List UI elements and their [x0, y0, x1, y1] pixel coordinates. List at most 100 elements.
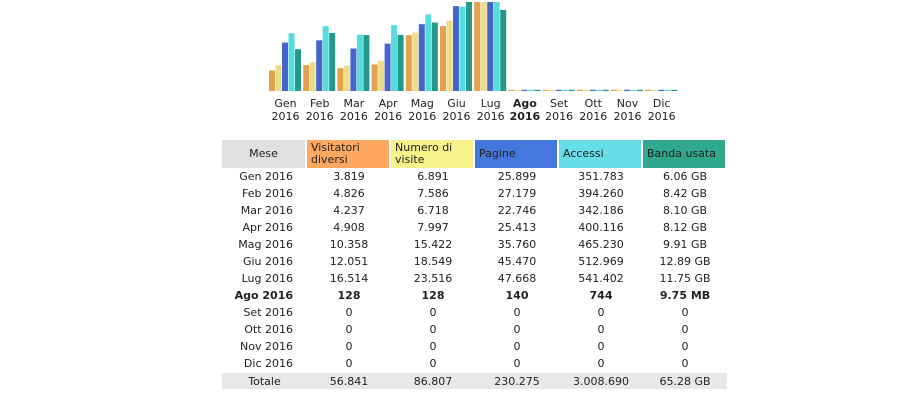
x-tick-year: 2016: [272, 110, 300, 123]
bar-visite: [514, 89, 521, 91]
bar-visite: [583, 89, 590, 91]
bar-visitatori: [542, 89, 549, 91]
x-tick-month: Apr: [379, 97, 399, 110]
header-mese: Mese: [222, 140, 307, 168]
bar-pagine: [282, 42, 288, 91]
bar-pagine: [418, 24, 425, 92]
bar-accessi: [527, 89, 534, 91]
table-row: Apr 2016 4.908 7.997 25.413 400.116 8.12 GB: [222, 219, 727, 236]
cell-visite: 0: [429, 306, 437, 319]
x-tick-year: 2016: [443, 110, 471, 123]
cell-visitatori: 128: [337, 289, 361, 302]
bar-pagine: [316, 40, 323, 91]
cell-banda: 0: [681, 306, 689, 319]
table-row: Giu 2016 12.051 18.549 45.470 512.969 12.89 G…: [222, 253, 727, 270]
bar-banda: [637, 89, 643, 91]
cell-pagine: 0: [513, 323, 521, 336]
bar-banda: [671, 89, 678, 91]
table-row: Mag 2016 10.358 15.422 35.760 465.230 9.91 GB: [222, 236, 727, 253]
bar-pagine: [589, 89, 596, 91]
bar-accessi: [596, 89, 603, 91]
bar-visitatori: [645, 89, 652, 91]
cell-visitatori: 16.514: [329, 272, 369, 285]
bar-pagine: [658, 89, 665, 91]
x-tick-year: 2016: [648, 110, 676, 123]
monthly-stats-table: Mese Visitatori diversi Numero di visite…: [222, 140, 727, 389]
table-row: Set 2016 0 0 0 0 0: [222, 304, 727, 321]
x-tick-year: 2016: [374, 110, 402, 123]
bar-visitatori: [371, 64, 378, 91]
cell-banda: 8.10 GB: [662, 204, 708, 217]
cell-mese: Gen 2016: [239, 170, 293, 183]
cell-accessi: 0: [597, 323, 605, 336]
x-tick-year: 2016: [477, 110, 505, 123]
cell-visite: 7.997: [417, 221, 449, 234]
table-row: Mar 2016 4.237 6.718 22.746 342.186 8.10 GB: [222, 202, 727, 219]
header-visite: Numero di visite: [391, 140, 475, 168]
cell-visite: 7.586: [417, 187, 449, 200]
cell-mese: Nov 2016: [240, 340, 293, 353]
cell-visite: 6.891: [417, 170, 449, 183]
cell-mese: Mag 2016: [238, 238, 293, 251]
bar-visite: [309, 62, 316, 91]
table-row: Lug 2016 16.514 23.516 47.668 541.402 11.75 G…: [222, 270, 727, 287]
table-row: Gen 2016 3.819 6.891 25.899 351.783 6.06 GB: [222, 168, 727, 185]
cell-mese: Ott 2016: [244, 323, 293, 336]
x-tick-month: Mag: [411, 97, 434, 110]
bar-visite: [343, 65, 350, 91]
bar-banda: [329, 32, 336, 91]
cell-pagine: 0: [513, 357, 521, 370]
cell-pagine: 35.760: [497, 238, 537, 251]
header-visitatori: Visitatori diversi: [307, 140, 391, 168]
cell-accessi: 541.402: [578, 272, 624, 285]
table-header-row: Mese Visitatori diversi Numero di visite…: [222, 140, 727, 168]
x-tick-month: Nov: [617, 97, 639, 110]
header-accessi: Accessi: [559, 140, 643, 168]
cell-visitatori: 10.358: [329, 238, 369, 251]
x-tick-year: 2016: [340, 110, 368, 123]
bar-accessi: [459, 6, 466, 92]
bar-accessi: [630, 89, 637, 91]
bar-visite: [480, 2, 487, 91]
cell-mese: Apr 2016: [242, 221, 293, 234]
cell-pagine: 0: [513, 340, 521, 353]
cell-visite: 15.422: [413, 238, 453, 251]
bar-banda: [431, 22, 438, 92]
bar-banda: [363, 35, 370, 91]
bar-visite: [651, 89, 658, 91]
cell-pagine: 140: [505, 289, 529, 302]
total-visite: 86.807: [391, 372, 475, 389]
bar-visite: [378, 60, 385, 91]
bar-banda: [534, 89, 541, 91]
cell-pagine: 25.899: [497, 170, 537, 183]
x-tick-year: 2016: [545, 110, 573, 123]
cell-mese: Feb 2016: [242, 187, 293, 200]
table-row: Ott 2016 0 0 0 0 0: [222, 321, 727, 338]
x-tick-year: 2016: [579, 110, 607, 123]
bar-visitatori: [611, 89, 617, 91]
x-tick-month: Giu: [447, 97, 466, 110]
cell-visite: 6.718: [417, 204, 449, 217]
bar-accessi: [562, 89, 569, 91]
cell-pagine: 0: [513, 306, 521, 319]
bar-accessi: [288, 33, 295, 91]
monthly-bar-chart: Gen2016Feb2016Mar2016Apr2016Mag2016Giu20…: [269, 2, 678, 123]
cell-mese: Dic 2016: [243, 357, 293, 370]
cell-visite: 128: [421, 289, 445, 302]
bar-visite: [446, 20, 453, 91]
cell-accessi: 400.116: [578, 221, 624, 234]
cell-visitatori: 4.908: [333, 221, 365, 234]
x-tick-year: 2016: [510, 110, 541, 123]
cell-visite: 18.549: [413, 255, 453, 268]
cell-banda: 0: [681, 340, 689, 353]
x-tick-month: Dic: [653, 97, 671, 110]
bar-pagine: [624, 89, 630, 91]
bar-accessi: [356, 34, 363, 91]
bar-accessi: [664, 89, 671, 91]
total-pagine: 230.275: [475, 372, 559, 389]
cell-banda: 11.75 GB: [659, 272, 711, 285]
bar-visitatori: [440, 26, 446, 92]
total-mese: Totale: [222, 372, 307, 389]
bar-visitatori: [405, 35, 412, 91]
bar-accessi: [391, 25, 398, 92]
